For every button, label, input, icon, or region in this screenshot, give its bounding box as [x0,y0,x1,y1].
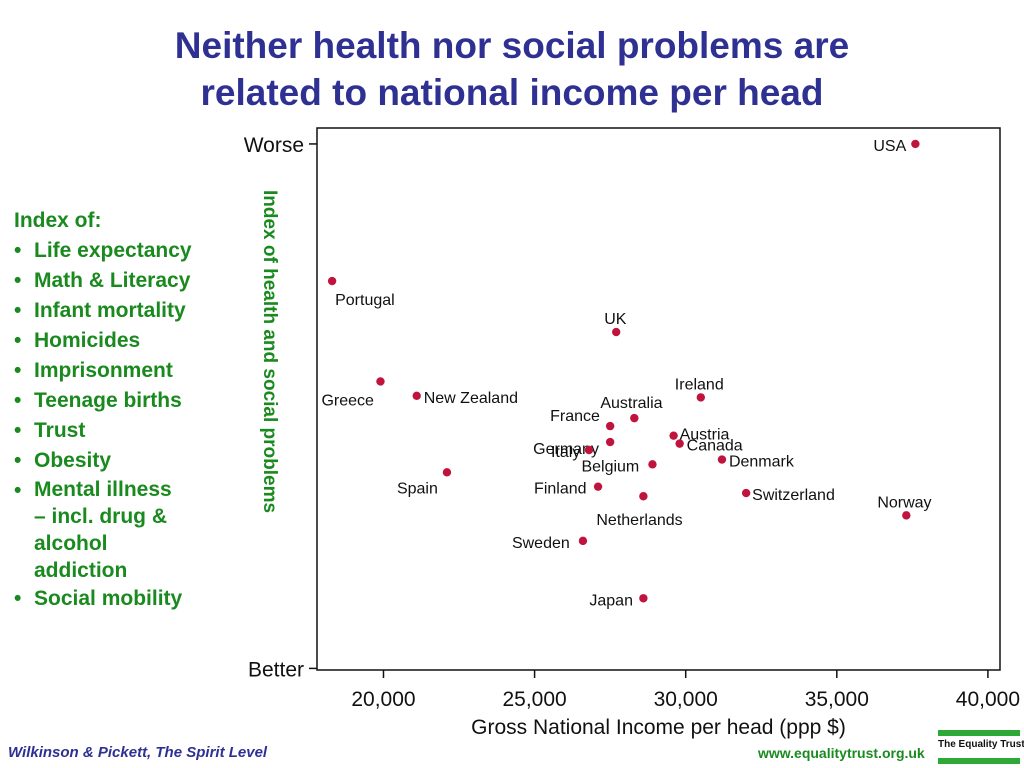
x-axis-label: Gross National Income per head (ppp $) [471,716,846,739]
y-tick-label-worse: Worse [244,134,304,157]
point-label: Portugal [335,292,395,309]
data-point-canada [675,439,684,448]
x-tick-label: 25,000 [502,688,566,711]
data-point-australia [630,413,639,423]
index-list: Index of: • Life expectancy • Math & Liter… [14,206,244,614]
bullet-icon: • [14,299,22,322]
data-point-belgium [648,460,657,469]
index-item-social-mobility: • Social mobility [14,584,244,614]
index-item-mental-illness: • Mental illness – incl. drug & alcohol a… [14,476,244,584]
data-point-portugal [327,276,337,286]
point-label: Spain [397,480,438,497]
bullet-icon: • [14,329,22,352]
index-item-label: Obesity [34,449,112,472]
index-item-obesity: • Obesity [14,446,244,476]
index-item-homicides: • Homicides [14,326,244,356]
point-label: Sweden [512,535,570,552]
data-point-italy [584,445,594,455]
index-item-label: Homicides [34,329,141,352]
data-point-spain [442,468,452,477]
point-label: Denmark [729,454,795,471]
point-label: France [550,408,600,425]
point-label: Austria [680,427,730,444]
data-point-uk [611,327,621,337]
bullet-icon: • [14,389,22,412]
x-tick-label: 35,000 [805,688,869,711]
logo-text: The Equality Trust [938,739,1024,750]
data-point-sweden [578,536,588,546]
data-point-finland [593,482,603,491]
equality-trust-logo: The Equality Trust [938,730,1024,764]
bullet-icon: • [14,587,22,610]
index-item-label: Trust [34,419,86,442]
point-label: Australia [600,395,662,412]
data-point-denmark [717,455,727,464]
index-item-label: Imprisonment [34,359,173,382]
point-label: Finland [534,481,586,498]
index-items: • Life expectancy • Math & Literacy • Infan… [14,236,244,614]
point-label: Italy [551,444,580,461]
data-point-austria [669,431,678,440]
index-heading: Index of: [14,209,102,232]
index-item-life-expectancy: • Life expectancy [14,236,244,266]
data-point-germany [605,437,615,447]
data-point-norway [902,511,911,520]
data-point-france [605,421,615,431]
bullet-icon: • [14,269,22,292]
data-point-ireland [696,393,706,402]
index-item-label: Mental illness – incl. drug & alcohol ad… [34,478,172,582]
index-item-imprisonment: • Imprisonment [14,356,244,386]
website-link[interactable]: www.equalitytrust.org.uk [758,745,925,761]
data-point-greece [376,377,385,386]
data-point-usa [911,139,920,149]
bullet-icon: • [14,359,22,382]
index-item-trust: • Trust [14,416,244,446]
logo-bar-top [938,730,1020,736]
x-tick-label: 40,000 [956,688,1020,711]
index-item-label: Life expectancy [34,239,192,262]
point-label: UK [604,311,627,328]
data-point-netherlands [639,492,648,501]
page-title: Neither health nor social problems are r… [0,22,1024,116]
title-line-1: Neither health nor social problems are [174,25,850,66]
index-item-teenage-births: • Teenage births [14,386,244,416]
bullet-icon: • [14,449,22,472]
point-label: Switzerland [752,487,835,504]
point-label: Japan [589,592,633,609]
index-item-math-literacy: • Math & Literacy [14,266,244,296]
bullet-icon: • [14,479,22,502]
citation: Wilkinson & Pickett, The Spirit Level [8,744,268,761]
x-tick-label: 30,000 [654,688,718,711]
bullet-icon: • [14,239,22,262]
index-item-label: Math & Literacy [34,269,191,292]
index-item-label: Teenage births [34,389,182,412]
point-label: New Zealand [424,390,518,407]
index-item-label: Infant mortality [34,299,186,322]
data-point-new-zealand [412,391,421,401]
point-label: Netherlands [596,512,682,529]
index-item-label: Social mobility [34,587,183,610]
y-tick-label-better: Better [248,658,304,681]
plot-frame [316,127,1001,671]
logo-bar-bottom [938,758,1020,764]
bullet-icon: • [14,419,22,442]
point-label: Germany [533,441,599,458]
index-item-infant-mortality: • Infant mortality [14,296,244,326]
point-label: Norway [877,494,931,511]
point-label: USA [873,138,906,155]
data-point-japan [639,594,648,603]
point-label: Ireland [675,376,724,393]
data-point-switzerland [741,488,751,498]
x-tick-label: 20,000 [351,688,415,711]
point-label: Greece [321,392,374,409]
point-label: Canada [687,438,743,455]
point-label: Belgium [581,458,639,475]
title-line-2: related to national income per head [200,72,824,113]
